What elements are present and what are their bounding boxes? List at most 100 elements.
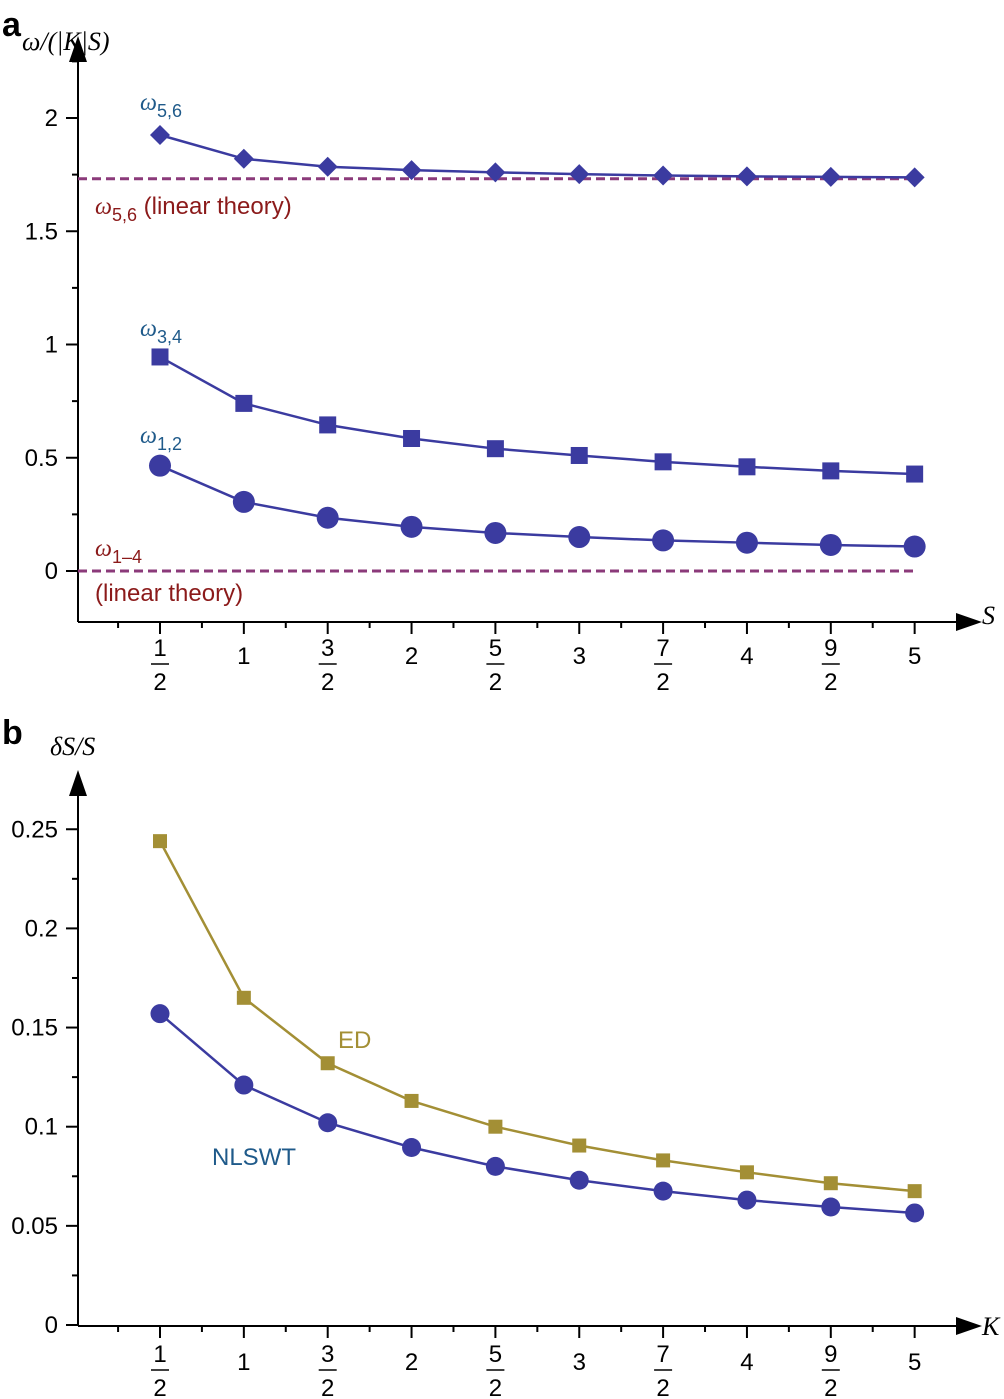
series-point — [737, 1190, 757, 1210]
series-point — [652, 529, 675, 552]
x-tick-label: 2 — [405, 1349, 418, 1376]
series-point — [233, 148, 254, 169]
series-point — [907, 1184, 922, 1199]
x-axis-title: S — [982, 601, 995, 630]
series-point — [484, 521, 507, 544]
series-line — [159, 1012, 915, 1215]
series-point — [402, 1138, 422, 1158]
series-label-omega34: ω3,4 — [140, 316, 182, 347]
panel-label-b: b — [2, 714, 23, 752]
reference-label-omega56: ω5,6 (linear theory) — [95, 193, 292, 225]
x-tick-label-numerator: 7 — [656, 635, 669, 662]
panel-label-a: a — [2, 6, 22, 44]
x-tick-label: 3 — [573, 643, 586, 670]
x-tick-label-denominator: 2 — [489, 1375, 502, 1399]
series-point — [656, 1153, 671, 1168]
series-line — [158, 840, 915, 1193]
x-tick-label-numerator: 3 — [321, 1341, 334, 1368]
series-point — [569, 1170, 589, 1190]
series-point — [736, 166, 757, 187]
y-tick-label: 0.15 — [11, 1015, 58, 1042]
x-tick-label-denominator: 2 — [321, 669, 334, 696]
series-label-ed: ED — [338, 1027, 371, 1054]
x-tick-label-numerator: 1 — [153, 1341, 166, 1368]
series-point — [317, 156, 338, 177]
series-line — [159, 133, 915, 179]
series-point — [150, 124, 170, 145]
y-axis-arrow — [69, 36, 87, 62]
y-tick-label: 0 — [45, 558, 58, 585]
y-tick-label: 0 — [45, 1312, 58, 1339]
x-tick-label-numerator: 1 — [153, 635, 166, 662]
series-point — [232, 490, 255, 513]
series-point — [316, 506, 339, 529]
series-point — [488, 1119, 503, 1134]
series-line — [159, 464, 915, 548]
reference-label-omega14-text: (linear theory) — [95, 580, 243, 607]
series-point — [653, 1181, 673, 1201]
y-axis-title: δS/S — [50, 732, 95, 761]
series-point — [738, 458, 756, 476]
x-tick-label-numerator: 5 — [489, 635, 502, 662]
series-point — [570, 446, 588, 464]
series-point — [903, 535, 926, 558]
x-tick-label: 5 — [908, 1349, 921, 1376]
y-tick-label: 1.5 — [25, 218, 58, 245]
series-point — [820, 166, 841, 187]
x-tick-label: 4 — [740, 1349, 753, 1376]
series-point — [739, 1165, 754, 1180]
series-point — [568, 526, 591, 549]
y-axis-arrow — [69, 770, 87, 796]
x-axis-arrow — [956, 613, 982, 631]
chart-panel-a: 0 0.5 1 1.5 2 1 2 1 3 2 2 5 2 3 7 2 4 9 2 5 ω/(|K|S) Sω5,6 ω3,… — [22, 27, 995, 696]
x-tick-label-denominator: 2 — [321, 1375, 334, 1399]
series-point — [401, 160, 422, 181]
series-point — [320, 1056, 335, 1071]
series-point — [149, 454, 171, 477]
series-point — [485, 162, 506, 183]
y-tick-label: 2 — [45, 105, 58, 132]
y-tick-label: 0.2 — [25, 915, 58, 942]
x-tick-label-numerator: 5 — [489, 1341, 502, 1368]
series-point — [153, 834, 167, 849]
chart-panel-b: 0 0.05 0.1 0.15 0.2 0.25 1 2 1 3 2 2 5 2 3 7 2 4 9 2 5 δS/S K E… — [11, 732, 1001, 1399]
x-tick-label-numerator: 9 — [824, 1341, 837, 1368]
series-point — [904, 167, 925, 188]
series-point — [823, 1176, 838, 1191]
series-line — [159, 355, 915, 476]
series-point — [654, 453, 672, 471]
series-point — [151, 348, 169, 366]
x-tick-label-denominator: 2 — [824, 1375, 837, 1399]
x-tick-label: 4 — [740, 643, 753, 670]
series-point — [569, 164, 590, 185]
series-point — [906, 465, 924, 483]
x-tick-label: 2 — [405, 643, 418, 670]
series-label-omega12: ω1,2 — [140, 423, 182, 454]
series-point — [819, 533, 842, 556]
y-tick-label: 1 — [45, 332, 58, 359]
x-tick-label-denominator: 2 — [656, 669, 669, 696]
series-label-omega56: ω5,6 — [140, 90, 182, 121]
reference-label-omega14-symbol: ω1–4 — [95, 536, 142, 567]
x-tick-label: 1 — [237, 643, 250, 670]
series-point — [400, 515, 423, 538]
x-tick-label-denominator: 2 — [824, 669, 837, 696]
x-tick-label: 3 — [573, 1349, 586, 1376]
x-tick-label-denominator: 2 — [153, 1375, 166, 1399]
series-point — [234, 1075, 254, 1095]
y-tick-label: 0.5 — [25, 445, 58, 472]
series-point — [572, 1138, 587, 1153]
series-point — [150, 1004, 170, 1024]
y-axis-title: ω/(|K|S) — [22, 27, 110, 56]
x-tick-label-numerator: 7 — [656, 1341, 669, 1368]
x-tick-label-denominator: 2 — [153, 669, 166, 696]
x-tick-label: 5 — [908, 643, 921, 670]
series-point — [485, 1156, 505, 1176]
x-axis-arrow — [956, 1317, 982, 1335]
y-tick-label: 0.05 — [11, 1213, 58, 1240]
series-point — [653, 165, 674, 186]
x-axis-title: K — [981, 1312, 1001, 1341]
series-point — [318, 1113, 338, 1133]
x-tick-label-denominator: 2 — [656, 1375, 669, 1399]
